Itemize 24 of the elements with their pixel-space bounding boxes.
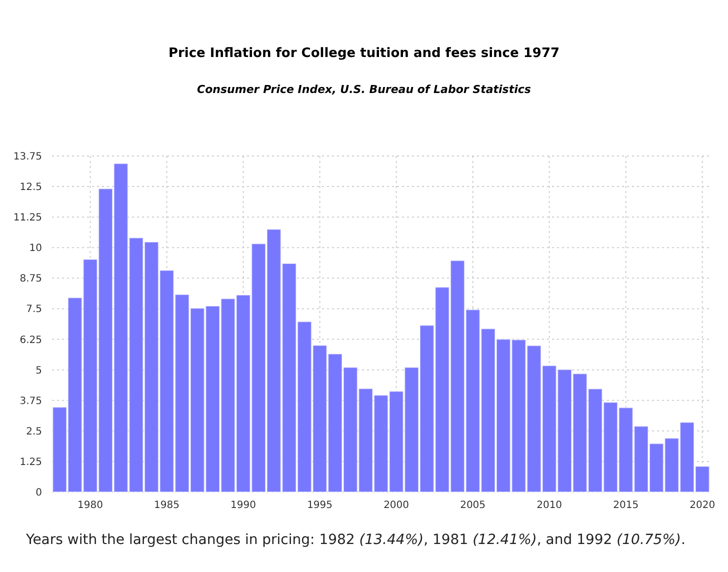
y-tick-label: 8.75: [20, 274, 42, 285]
y-tick-label: 12.5: [20, 182, 42, 194]
y-tick-label: 2.5: [26, 426, 42, 438]
x-tick-label: 1995: [307, 500, 333, 511]
y-tick-label: 13.75: [13, 152, 42, 162]
x-tick-label: 2000: [384, 500, 410, 511]
x-tick-label: 2015: [613, 500, 639, 511]
x-tick-label: 2020: [690, 500, 716, 511]
y-tick-label: 7.5: [26, 304, 42, 316]
x-tick-label: 1985: [154, 500, 180, 511]
y-tick-label: 5: [36, 365, 42, 376]
x-tick-label: 1980: [78, 500, 103, 511]
chart-subtitle: Consumer Price Index, U.S. Bureau of Labor Statistics: [197, 83, 532, 96]
y-tick-label: 6.25: [20, 334, 42, 346]
chart-title: Price Inflation for College tuition and fees since 1977: [168, 46, 560, 61]
x-tick-label: 1990: [230, 500, 256, 511]
y-tick-label: 3.75: [20, 396, 42, 407]
y-tick-label: 10: [29, 243, 42, 254]
x-tick-label: 2005: [460, 500, 486, 511]
y-tick-label: 0: [36, 488, 42, 498]
y-tick-label: 1.25: [20, 456, 42, 468]
x-tick-label: 2010: [536, 500, 562, 511]
y-tick-label: 11.25: [13, 212, 42, 224]
text: Years with the largest changes in pricing: 1982 (13.44%), 1981 (12.41%), and 1992 (10.75%).: [25, 532, 686, 548]
